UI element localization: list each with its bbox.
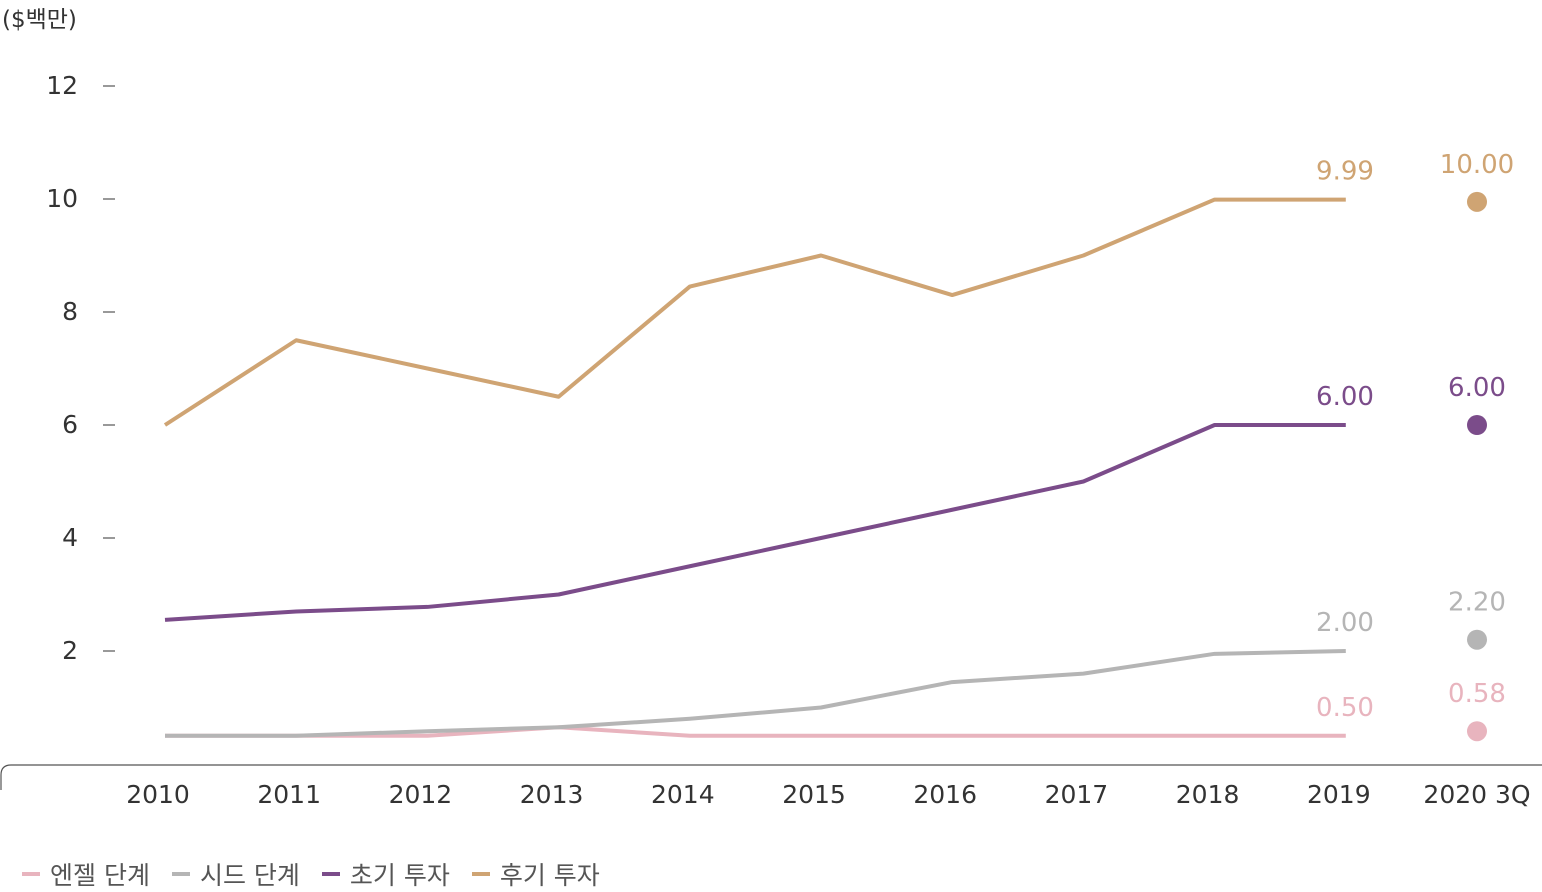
legend-label: 후기 투자 bbox=[499, 861, 600, 890]
y-tick-label: 10 bbox=[46, 184, 78, 213]
series-line bbox=[165, 725, 1346, 738]
x-tick-label: 2014 bbox=[651, 780, 715, 809]
x-tick-label: 2019 bbox=[1307, 780, 1371, 809]
legend-label: 시드 단계 bbox=[199, 861, 300, 890]
legend-swatch bbox=[471, 872, 490, 876]
x-tick-label: 2013 bbox=[520, 780, 584, 809]
q3-point bbox=[1467, 191, 1487, 212]
y-tick-label: 2 bbox=[62, 636, 78, 665]
legend-label: 엔젤 단계 bbox=[50, 861, 150, 890]
series-end-label: 6.00 bbox=[1316, 382, 1374, 412]
series-end-label: 0.50 bbox=[1316, 693, 1374, 723]
x-tick-label: 2017 bbox=[1045, 780, 1109, 809]
legend-item: 초기 투자 bbox=[321, 856, 450, 892]
x-tick-label: 2018 bbox=[1176, 780, 1240, 809]
q3-point bbox=[1467, 721, 1487, 742]
legend: 엔젤 단계 시드 단계 초기 투자 후기 투자 bbox=[22, 856, 600, 892]
end-labels: 0.50 2.00 6.00 9.99 bbox=[1316, 157, 1374, 723]
x-axis: 2010 2011 2012 2013 2014 2015 2016 2017 2018 2019… bbox=[126, 780, 1530, 809]
q3-point-label: 0.58 bbox=[1448, 679, 1506, 709]
x-tick-label: 2010 bbox=[126, 780, 190, 809]
q3-point-label: 6.00 bbox=[1448, 373, 1506, 403]
q3-point bbox=[1467, 415, 1487, 435]
series-line bbox=[164, 423, 1346, 622]
legend-item: 시드 단계 bbox=[171, 856, 300, 892]
x-tick-label: 2015 bbox=[782, 780, 846, 809]
q3-point bbox=[1467, 629, 1487, 650]
y-tick-label: 6 bbox=[62, 410, 78, 439]
legend-item: 엔젤 단계 bbox=[22, 856, 150, 892]
legend-swatch bbox=[321, 872, 340, 876]
unit-label: ($백만) bbox=[2, 7, 77, 33]
y-tick-label: 4 bbox=[62, 523, 78, 552]
q3-markers: 0.58 2.20 6.00 10.00 bbox=[1440, 150, 1514, 742]
x-tick-label: 2020 3Q bbox=[1423, 780, 1530, 809]
x-tick-label: 2011 bbox=[257, 780, 321, 809]
legend-label: 초기 투자 bbox=[349, 861, 450, 890]
plot-lines bbox=[163, 197, 1346, 738]
q3-point-label: 10.00 bbox=[1440, 150, 1514, 180]
x-tick-label: 2016 bbox=[913, 780, 977, 809]
series-line bbox=[163, 197, 1346, 427]
y-tick-label: 12 bbox=[46, 71, 78, 100]
legend-swatch bbox=[171, 872, 190, 876]
legend-item: 후기 투자 bbox=[471, 856, 600, 892]
series-line bbox=[165, 649, 1346, 738]
y-tick-label: 8 bbox=[62, 297, 78, 326]
q3-point-label: 2.20 bbox=[1448, 588, 1506, 618]
legend-swatch bbox=[22, 872, 40, 876]
x-tick-label: 2012 bbox=[389, 780, 453, 809]
y-axis: 12 10 8 6 4 2 bbox=[46, 71, 115, 665]
series-end-label: 9.99 bbox=[1316, 157, 1374, 187]
x-axis-baseline bbox=[0, 764, 1542, 790]
series-end-label: 2.00 bbox=[1316, 608, 1374, 638]
